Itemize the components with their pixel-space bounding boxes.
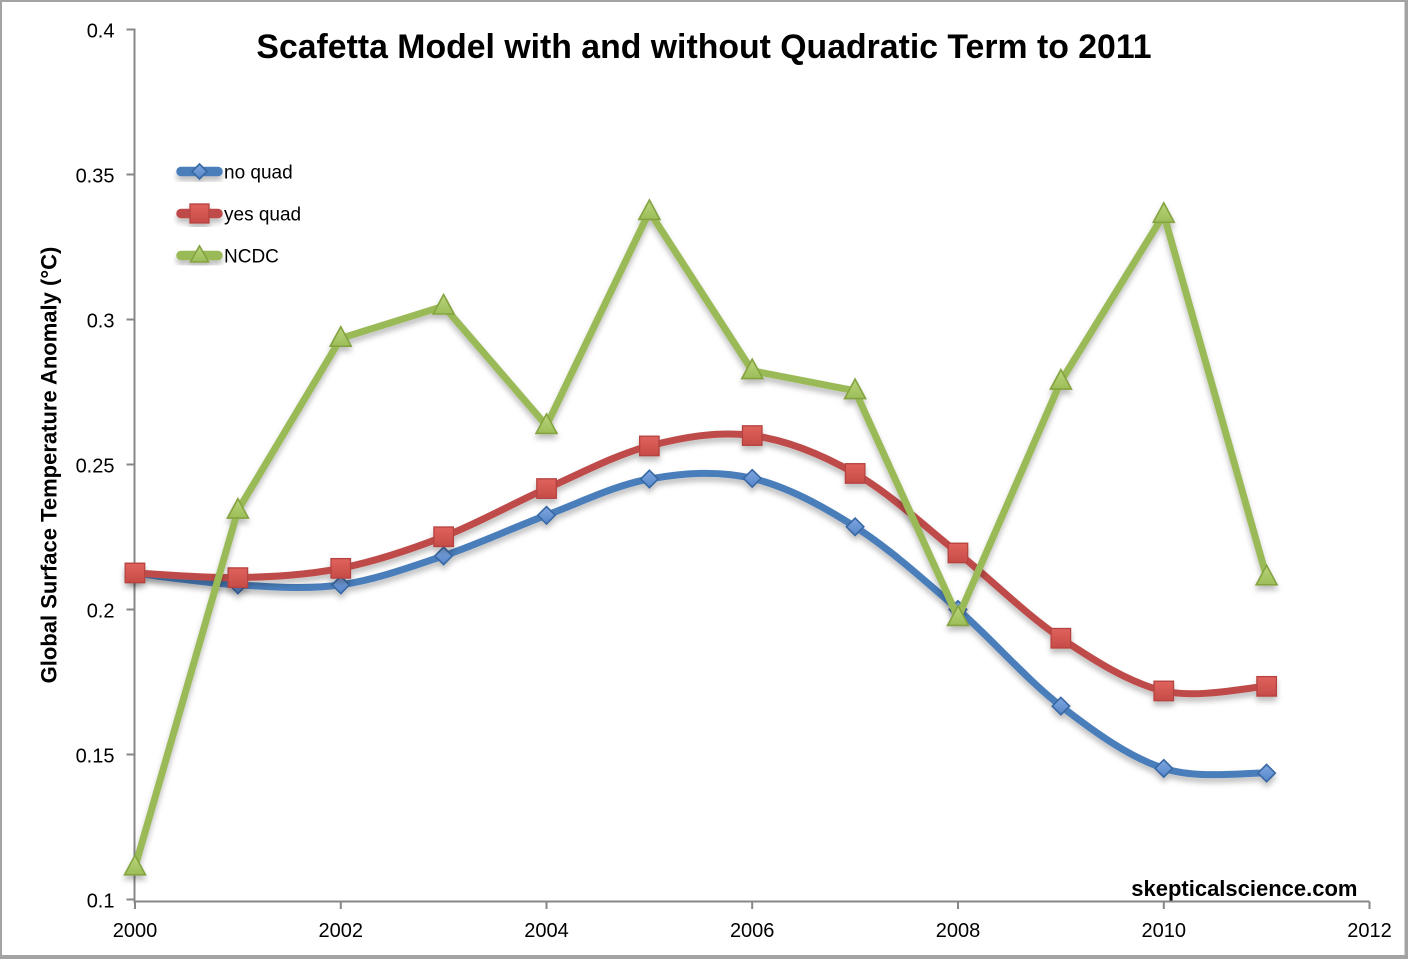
svg-text:2008: 2008 bbox=[936, 920, 981, 942]
svg-text:skepticalscience.com: skepticalscience.com bbox=[1131, 876, 1357, 901]
svg-text:no quad: no quad bbox=[224, 163, 293, 184]
svg-text:0.25: 0.25 bbox=[76, 456, 115, 478]
svg-text:0.35: 0.35 bbox=[76, 166, 115, 188]
svg-text:2012: 2012 bbox=[1347, 920, 1392, 942]
svg-text:0.1: 0.1 bbox=[87, 891, 115, 913]
svg-text:NCDC: NCDC bbox=[224, 247, 279, 268]
svg-text:2006: 2006 bbox=[730, 920, 775, 942]
svg-text:Global Surface Temperature Ano: Global Surface Temperature Anomaly (°C) bbox=[37, 247, 62, 684]
svg-text:yes quad: yes quad bbox=[224, 205, 301, 226]
svg-text:0.15: 0.15 bbox=[76, 746, 115, 768]
svg-text:2002: 2002 bbox=[319, 920, 364, 942]
svg-text:0.2: 0.2 bbox=[87, 601, 115, 623]
svg-text:2010: 2010 bbox=[1142, 920, 1187, 942]
svg-text:2004: 2004 bbox=[524, 920, 569, 942]
svg-text:0.4: 0.4 bbox=[87, 21, 115, 43]
svg-text:0.3: 0.3 bbox=[87, 311, 115, 333]
svg-text:2000: 2000 bbox=[113, 920, 158, 942]
svg-text:Scafetta Model with and withou: Scafetta Model with and without Quadrati… bbox=[256, 28, 1151, 66]
